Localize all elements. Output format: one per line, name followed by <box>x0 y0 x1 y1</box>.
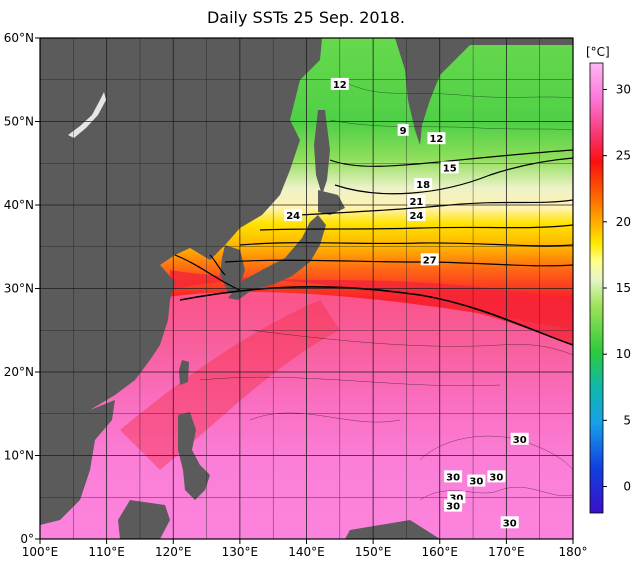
longitude-label: 140°E <box>288 545 325 559</box>
colorbar-tick-label: 5 <box>623 413 631 427</box>
contour-label: 12 <box>429 134 443 145</box>
taiwan <box>179 360 189 385</box>
latitude-label: 0° <box>20 532 34 546</box>
contour-label: 30 <box>489 472 503 483</box>
longitude-label: 170°E <box>488 545 525 559</box>
colorbar-tick-label: 25 <box>616 149 631 163</box>
contour-label: 24 <box>286 211 300 222</box>
contour-label-bg <box>500 516 519 529</box>
korea <box>220 245 245 292</box>
asia-continent <box>40 38 322 430</box>
contour-label: 9 <box>400 126 407 137</box>
longitude-label: 120°E <box>155 545 192 559</box>
latitude-label: 20°N <box>4 365 34 379</box>
contour-label: 30 <box>449 493 463 504</box>
contour-label: 30 <box>446 472 460 483</box>
colorbar-tick-label: 20 <box>616 215 631 229</box>
contour-label-bg <box>427 132 446 145</box>
colorbar-tick-label: 10 <box>616 347 631 361</box>
colorbar-ticks: 30 25 20 15 10 5 0 <box>603 82 631 494</box>
contour-label: 30 <box>469 477 483 488</box>
indochina <box>40 400 115 525</box>
contour-label: 30 <box>513 435 527 446</box>
colorbar-tick-label: 30 <box>616 82 631 96</box>
longitude-label: 130°E <box>222 545 259 559</box>
contour-label-bg <box>284 209 303 222</box>
contour-label-bg <box>420 253 439 266</box>
new-guinea <box>345 520 440 539</box>
contour-label-bg <box>444 499 463 512</box>
contour-label-bg <box>397 123 409 136</box>
colorbar: [°C] 30 25 20 15 10 5 0 <box>586 45 631 514</box>
latitude-label: 40°N <box>4 198 34 212</box>
contour-label: 21 <box>409 197 423 208</box>
thin-contours <box>199 79 573 501</box>
longitude-labels: 100°E 110°E 120°E 130°E 140°E 150°E 160°E 170°E… <box>22 539 588 559</box>
contour-label-bg <box>444 470 463 483</box>
contour-label: 30 <box>446 502 460 513</box>
latitude-label: 60°N <box>4 31 34 45</box>
sst-contours <box>174 149 573 346</box>
contour-label: 30 <box>503 518 517 529</box>
contour-label-bg <box>440 161 459 174</box>
map-title: Daily SSTs 25 Sep. 2018. <box>206 8 405 27</box>
contour-label-bg <box>407 209 426 222</box>
longitude-label: 160°E <box>422 545 459 559</box>
sakhalin <box>314 110 330 195</box>
colorbar-tick-label: 0 <box>623 480 631 494</box>
borneo <box>118 500 170 539</box>
latitude-label: 50°N <box>4 115 34 129</box>
lake-baikal <box>68 92 106 138</box>
latitude-labels: 60°N 50°N 40°N 30°N 20°N 10°N 0° <box>4 31 40 546</box>
latitude-label: 10°N <box>4 449 34 463</box>
contour-label: 18 <box>416 180 430 191</box>
contour-label-bg <box>487 470 506 483</box>
contour-label-bg <box>467 474 486 487</box>
longitude-label: 180° <box>559 545 588 559</box>
contour-label-bg <box>330 77 349 90</box>
contour-label-bg <box>407 194 426 207</box>
colorbar-tick-label: 15 <box>616 281 631 295</box>
longitude-label: 110°E <box>88 545 125 559</box>
longitude-label: 150°E <box>355 545 392 559</box>
latitude-label: 30°N <box>4 282 34 296</box>
tongue-red <box>120 300 340 470</box>
contour-label-bg <box>510 432 529 445</box>
contour-label: 24 <box>409 211 423 222</box>
contour-label: 27 <box>423 255 437 266</box>
contour-label: 15 <box>443 163 457 174</box>
honshu <box>228 215 326 300</box>
contour-label: 12 <box>333 80 347 91</box>
hokkaido <box>318 190 345 215</box>
longitude-label: 100°E <box>22 545 59 559</box>
philippines <box>178 412 210 500</box>
colorbar-unit: [°C] <box>586 45 610 59</box>
contour-label-bg <box>414 178 433 191</box>
colorbar-scale <box>589 62 604 514</box>
graticule <box>40 38 573 539</box>
